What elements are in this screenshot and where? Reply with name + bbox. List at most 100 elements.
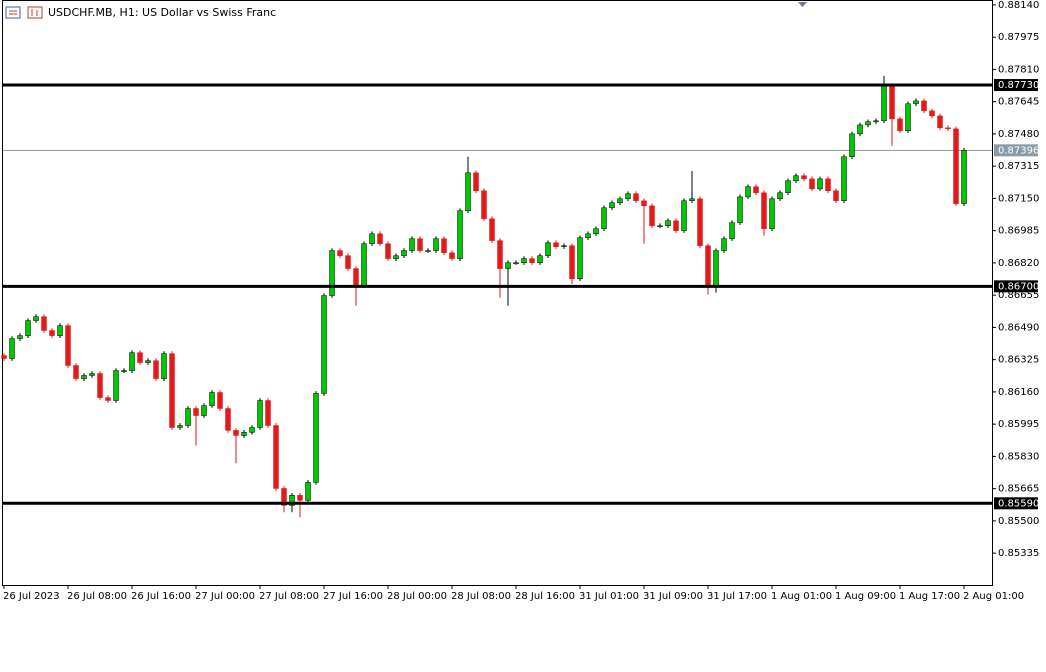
x-tick-label: 27 Jul 16:00 [323, 591, 383, 602]
candle-body [225, 408, 231, 431]
candle-body [121, 370, 127, 372]
candle-body [665, 220, 671, 227]
candle-body [721, 238, 727, 251]
y-tick-label: 0.86325 [998, 355, 1039, 366]
level-label: 0.86700 [998, 281, 1039, 292]
candle-body [369, 233, 375, 244]
candle-body [281, 488, 287, 506]
candle-body [625, 193, 631, 200]
candle-body [785, 180, 791, 193]
candle-body [945, 127, 951, 130]
candle-body [913, 100, 919, 105]
candle-body [161, 353, 167, 379]
candle-body [241, 432, 247, 436]
candle-body [561, 245, 567, 247]
x-tick-label: 2 Aug 01:00 [963, 591, 1024, 602]
chart-icon[interactable] [27, 6, 43, 19]
x-tick-label: 27 Jul 08:00 [259, 591, 319, 602]
candle-body [593, 228, 599, 235]
candle-body [881, 85, 887, 122]
x-tick-label: 31 Jul 01:00 [579, 591, 639, 602]
candle-body [657, 225, 663, 228]
candle-body [81, 375, 87, 379]
candle-body [681, 200, 687, 231]
y-tick-label: 0.85500 [998, 516, 1039, 527]
candle-body [745, 186, 751, 198]
candle-body [297, 495, 303, 501]
y-tick-label: 0.87645 [998, 97, 1039, 108]
candle-body [897, 118, 903, 132]
candle-body [793, 175, 799, 182]
candle-body [17, 335, 23, 339]
candle-body [449, 252, 455, 259]
candle-body [817, 178, 823, 190]
y-tick-label: 0.87810 [998, 64, 1039, 75]
candle-body [33, 316, 39, 321]
y-tick-label: 0.87315 [998, 161, 1039, 172]
x-tick-label: 1 Aug 01:00 [771, 591, 832, 602]
candle-body [305, 482, 311, 501]
x-tick-label: 31 Jul 09:00 [643, 591, 703, 602]
candle-body [489, 218, 495, 241]
candle-body [673, 220, 679, 231]
candle-body [89, 373, 95, 376]
level-label-box [994, 280, 1038, 293]
level-label: 0.87730 [998, 80, 1039, 91]
candle-body [921, 100, 927, 112]
candle-body [153, 360, 159, 379]
shift-marker [798, 2, 807, 7]
candle-body [49, 330, 55, 336]
y-tick-label: 0.85665 [998, 484, 1039, 495]
candle-body [41, 316, 47, 331]
candle-body [777, 192, 783, 200]
candle-body [73, 365, 79, 379]
candle-body [337, 250, 343, 256]
candle-body [25, 320, 31, 336]
candle-body [289, 495, 295, 506]
candle-body [889, 85, 895, 120]
x-tick-label: 26 Jul 2023 [3, 591, 60, 602]
candle-body [937, 115, 943, 129]
candle-body [1, 355, 7, 359]
current-price-label: 0.87396 [998, 145, 1039, 156]
candle-body [465, 172, 471, 211]
y-tick-label: 0.85335 [998, 548, 1039, 559]
candle-body [257, 400, 263, 428]
candle-body [481, 190, 487, 219]
candle-body [105, 397, 111, 401]
menu-icon[interactable] [5, 6, 21, 19]
candle-body [841, 156, 847, 201]
candle-body [393, 255, 399, 259]
candle-body [497, 240, 503, 269]
y-tick-label: 0.87975 [998, 32, 1039, 43]
candle-body [97, 373, 103, 398]
candle-body [129, 352, 135, 371]
candle-body [953, 128, 959, 204]
candle-body [857, 124, 863, 135]
candle-body [633, 193, 639, 201]
candle-body [729, 222, 735, 239]
candle-body [433, 238, 439, 251]
candle-body [609, 202, 615, 209]
candle-body [361, 243, 367, 286]
candle-body [521, 258, 527, 263]
candle-body [145, 360, 151, 363]
y-tick-label: 0.86160 [998, 387, 1039, 398]
y-tick-label: 0.86490 [998, 322, 1039, 333]
y-tick-label: 0.86985 [998, 226, 1039, 237]
y-tick-label: 0.88140 [998, 0, 1039, 11]
y-tick-label: 0.87150 [998, 193, 1039, 204]
candle-body [425, 250, 431, 252]
candle-body [537, 255, 543, 263]
candle-body [185, 408, 191, 426]
candle-body [809, 178, 815, 190]
candle-body [273, 425, 279, 489]
candle-body [473, 172, 479, 192]
candle-body [505, 262, 511, 269]
candle-body [57, 325, 63, 336]
candle-body [193, 408, 199, 416]
candle-body [177, 425, 183, 428]
candle-body [137, 352, 143, 363]
candle-body [753, 186, 759, 193]
candle-body [401, 250, 407, 256]
